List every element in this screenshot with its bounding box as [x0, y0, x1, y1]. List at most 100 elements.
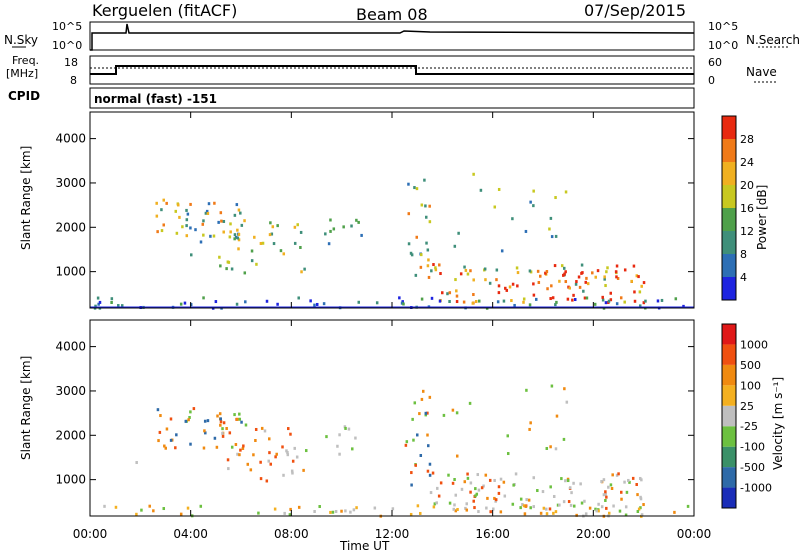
- heatmap-cell: [414, 463, 417, 467]
- heatmap-cell: [402, 302, 405, 306]
- heatmap-cell: [550, 284, 553, 288]
- heatmap-cell: [639, 506, 642, 510]
- power-axes: 1000 2000 3000 4000: [55, 112, 695, 308]
- heatmap-cell: [453, 503, 456, 507]
- heatmap-cell: [429, 491, 433, 495]
- heatmap-cell: [275, 452, 278, 456]
- heatmap-cell: [329, 229, 332, 233]
- heatmap-cell: [478, 299, 481, 303]
- heatmap-cell: [255, 262, 258, 266]
- heatmap-cell: [217, 220, 220, 224]
- cpid-value: normal (fast) -151: [94, 92, 217, 106]
- heatmap-cell: [562, 437, 566, 441]
- heatmap-cell: [159, 414, 162, 418]
- heatmap-cell: [448, 300, 451, 304]
- ytick-label: 2000: [55, 428, 86, 442]
- power-ylabel: Slant Range [km]: [19, 146, 33, 250]
- heatmap-cell: [354, 436, 357, 440]
- heatmap-cell: [156, 408, 160, 412]
- heatmap-cell: [313, 509, 316, 513]
- heatmap-cell: [286, 453, 290, 457]
- heatmap-cell: [179, 302, 183, 306]
- heatmap-cell: [539, 511, 543, 515]
- heatmap-cell: [607, 299, 611, 303]
- power-panel-frame: [89, 111, 695, 309]
- heatmap-cell: [269, 462, 273, 466]
- heatmap-cell: [221, 431, 224, 435]
- heatmap-cell: [185, 234, 189, 238]
- heatmap-cell: [532, 189, 535, 193]
- heatmap-cell: [644, 299, 647, 303]
- colorbar-segment: [722, 487, 736, 508]
- heatmap-cell: [313, 303, 316, 307]
- velocity-colorbar: 1000 500 100 25 -25 -100 -500 -1000: [721, 323, 772, 509]
- heatmap-cell: [267, 459, 270, 463]
- heatmap-cell: [237, 232, 241, 236]
- heatmap-cell: [583, 499, 586, 503]
- heatmap-cell: [571, 298, 574, 302]
- heatmap-cell: [273, 507, 277, 511]
- heatmap-cell: [413, 186, 416, 190]
- heatmap-cell: [472, 499, 475, 503]
- heatmap-cell: [427, 275, 431, 279]
- heatmap-cell: [94, 304, 97, 308]
- heatmap-cell: [420, 253, 423, 257]
- power-colorbar: 4 8 12 16 20 24 28: [721, 115, 754, 301]
- heatmap-cell: [160, 229, 164, 233]
- heatmap-cell: [504, 286, 507, 290]
- heatmap-cell: [219, 417, 222, 421]
- heatmap-cell: [415, 235, 419, 239]
- heatmap-cell: [563, 387, 566, 391]
- heatmap-cell: [528, 269, 532, 273]
- heatmap-cell: [174, 209, 178, 213]
- heatmap-cell: [532, 282, 535, 286]
- heatmap-cell: [546, 287, 549, 291]
- heatmap-cell: [434, 266, 437, 270]
- heatmap-cell: [601, 295, 604, 299]
- heatmap-cell: [580, 501, 584, 505]
- heatmap-cell: [438, 299, 442, 303]
- heatmap-cell: [103, 504, 106, 508]
- heatmap-cell: [424, 411, 428, 415]
- heatmap-cell: [601, 298, 605, 302]
- colorbar-segment: [722, 277, 736, 300]
- heatmap-cell: [400, 301, 404, 305]
- heatmap-cell: [519, 497, 523, 501]
- heatmap-cell: [199, 504, 203, 508]
- heatmap-cell: [506, 434, 510, 438]
- heatmap-cell: [281, 445, 284, 449]
- heatmap-cell: [575, 513, 578, 517]
- heatmap-cell: [253, 235, 256, 239]
- heatmap-cell: [607, 485, 610, 489]
- heatmap-cell: [265, 299, 269, 303]
- heatmap-cell: [474, 494, 477, 498]
- heatmap-cell: [324, 232, 327, 236]
- heatmap-cell: [236, 236, 240, 240]
- heatmap-cell: [453, 244, 457, 248]
- nave-tick-high: 60: [708, 56, 722, 69]
- heatmap-cell: [619, 296, 623, 300]
- heatmap-cell: [350, 224, 353, 228]
- heatmap-cell: [545, 446, 549, 450]
- heatmap-cell: [228, 431, 232, 435]
- heatmap-cell: [426, 248, 430, 252]
- heatmap-cell: [254, 427, 258, 431]
- heatmap-cell: [554, 447, 558, 451]
- heatmap-cell: [250, 259, 254, 263]
- heatmap-cell: [550, 384, 554, 388]
- heatmap-cell: [419, 511, 422, 515]
- heatmap-cell: [204, 211, 208, 215]
- heatmap-cell: [514, 472, 518, 476]
- heatmap-cell: [564, 190, 568, 194]
- heatmap-cell: [276, 302, 279, 306]
- heatmap-cell: [165, 201, 168, 205]
- station-title: Kerguelen (fitACF): [92, 1, 237, 20]
- heatmap-cell: [218, 255, 221, 259]
- heatmap-cell: [192, 407, 196, 411]
- heatmap-cell: [293, 446, 296, 450]
- heatmap-cell: [511, 282, 515, 286]
- heatmap-cell: [497, 485, 501, 489]
- heatmap-cell: [229, 230, 232, 234]
- heatmap-cell: [287, 427, 290, 431]
- heatmap-cell: [183, 301, 187, 305]
